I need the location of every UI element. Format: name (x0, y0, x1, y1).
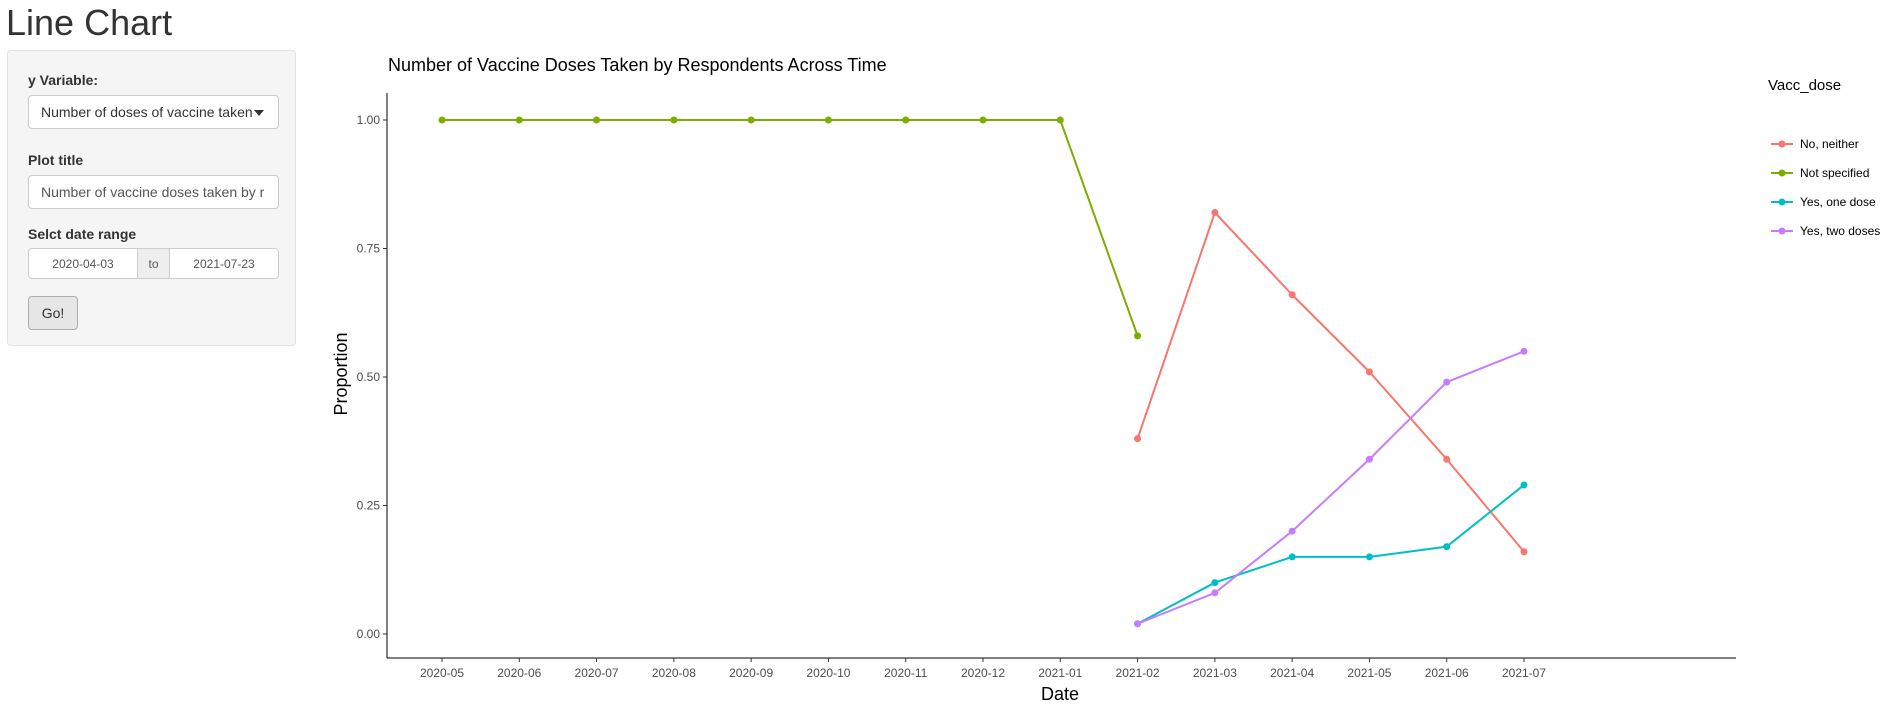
y-tick-label: 0.50 (357, 370, 381, 384)
date-range-input: to (28, 248, 279, 279)
data-point (1520, 548, 1528, 556)
x-tick-label: 2020-08 (652, 666, 696, 680)
line-chart: Number of Vaccine Doses Taken by Respond… (331, 55, 1880, 704)
legend-title: Vacc_dose (1768, 77, 1841, 94)
data-point (1211, 209, 1219, 217)
data-point (1134, 435, 1142, 443)
legend-label: Yes, two doses (1800, 224, 1880, 238)
legend-key-point (1778, 169, 1786, 177)
data-point (1134, 620, 1142, 628)
data-point (1056, 116, 1064, 124)
data-point (1288, 291, 1296, 299)
series-line (1136, 210, 1525, 553)
data-point (1288, 527, 1296, 535)
y-tick-label: 0.25 (357, 499, 381, 513)
legend-label: Yes, one dose (1800, 195, 1876, 209)
go-button[interactable]: Go! (28, 296, 78, 330)
legend: No, neither Not specified Yes, one dose Yes… (1771, 137, 1880, 238)
y-variable-select[interactable]: Number of doses of vaccine taken (28, 95, 279, 129)
data-point (1520, 347, 1528, 355)
y-variable-value: Number of doses of vaccine taken (41, 104, 253, 120)
data-point (1365, 553, 1373, 561)
series-line (1137, 484, 1525, 625)
data-point (979, 116, 987, 124)
data-point (747, 116, 755, 124)
series-line (442, 119, 1139, 337)
legend-label: Not specified (1800, 166, 1869, 180)
series-layer (438, 116, 1528, 628)
x-tick-label: 2020-10 (806, 666, 850, 680)
date-start-input[interactable] (29, 249, 137, 278)
date-range-label: Selct date range (28, 226, 137, 242)
y-tick-label: 1.00 (357, 113, 381, 127)
page-title: Line Chart (6, 2, 173, 43)
x-tick-label: 2021-01 (1038, 666, 1082, 680)
x-tick-label: 2021-04 (1270, 666, 1314, 680)
data-point (1134, 332, 1142, 340)
series-line (1137, 350, 1525, 625)
x-tick-label: 2020-09 (729, 666, 773, 680)
data-point (1443, 455, 1451, 463)
x-axis-label: Date (1041, 684, 1079, 704)
x-tick-label: 2020-12 (961, 666, 1005, 680)
y-tick-label: 0.00 (357, 627, 381, 641)
sidebar-panel: y Variable: Number of doses of vaccine t… (7, 50, 296, 346)
x-tick-label: 2021-06 (1425, 666, 1469, 680)
y-variable-label: y Variable: (28, 72, 99, 88)
data-point (1520, 481, 1528, 489)
date-range-separator: to (137, 249, 170, 278)
data-point (593, 116, 601, 124)
data-point (438, 116, 446, 124)
data-point (670, 116, 678, 124)
x-tick-label: 2020-05 (420, 666, 464, 680)
x-tick-label: 2020-06 (497, 666, 541, 680)
chevron-down-icon (254, 110, 264, 116)
legend-key-point (1778, 198, 1786, 206)
x-tick-label: 2021-03 (1193, 666, 1237, 680)
data-point (1211, 579, 1219, 587)
data-point (1443, 378, 1451, 386)
legend-key-point (1778, 227, 1786, 235)
plot-title-label: Plot title (28, 152, 84, 168)
data-point (1211, 589, 1219, 597)
x-tick-label: 2020-07 (575, 666, 619, 680)
x-tick-label: 2021-05 (1347, 666, 1391, 680)
y-axis-ticks: 0.00 0.25 0.50 0.75 1.00 (357, 113, 387, 641)
x-tick-label: 2021-02 (1116, 666, 1160, 680)
y-tick-label: 0.75 (357, 242, 381, 256)
x-tick-label: 2020-11 (884, 666, 927, 680)
date-end-input[interactable] (170, 249, 278, 278)
legend-label: No, neither (1800, 137, 1859, 151)
data-point (1365, 368, 1373, 376)
data-point (1443, 543, 1451, 551)
x-axis-ticks: 2020-05 2020-06 2020-07 2020-08 2020-09 2020-… (420, 658, 1546, 680)
y-axis-label: Proportion (331, 332, 351, 415)
plot-title-input[interactable] (28, 175, 279, 209)
data-point (515, 116, 523, 124)
x-tick-label: 2021-07 (1502, 666, 1546, 680)
chart-title: Number of Vaccine Doses Taken by Respond… (388, 55, 887, 75)
data-point (1288, 553, 1296, 561)
data-point (1365, 455, 1373, 463)
data-point (902, 116, 910, 124)
legend-key-point (1778, 140, 1786, 148)
data-point (824, 116, 832, 124)
